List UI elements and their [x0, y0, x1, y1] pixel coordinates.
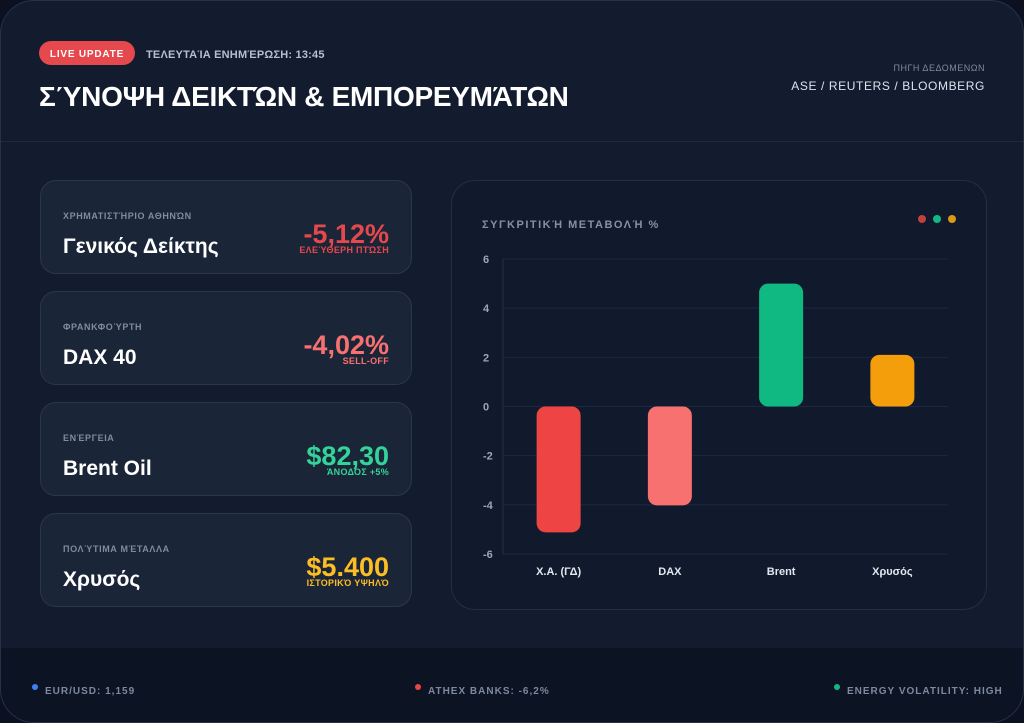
- bar-1: [647, 406, 692, 506]
- card-value: $82,30: [306, 441, 389, 471]
- y-tick-label: 4: [483, 303, 490, 315]
- data-source-value: ASE / REUTERS / BLOOMBERG: [791, 79, 985, 93]
- window-dot-green: [933, 215, 941, 223]
- window-dot-amber: [948, 215, 956, 223]
- card-value: $5.400: [306, 552, 389, 582]
- y-tick-label: -6: [483, 549, 493, 561]
- x-tick-label: Χρυσός: [872, 566, 913, 578]
- bar-chart: 6 4 2 0 -2 -4 -6 Χ.Α. (ΓΔ) DAX Brent Χρυσός: [483, 254, 948, 578]
- x-tick-label: Brent: [767, 566, 796, 578]
- card-subtitle: ΕΛΕΎΘΕΡΗ ΠΤΏΣΗ: [299, 245, 389, 255]
- ticker-energy-volatility: ENERGY VOLATILITY: HIGH: [847, 686, 1003, 697]
- last-update-text: ΤΕΛΕΥΤΑΊΑ ΕΝΗΜΈΡΩΣΗ: 13:45: [146, 49, 325, 61]
- card-subtitle: ΙΣΤΟΡΙΚΌ ΥΨΗΛΌ: [306, 578, 389, 588]
- card-category: ΦΡΑΝΚΦΟΎΡΤΗ: [63, 322, 143, 332]
- ticker-dot: [415, 684, 421, 690]
- ticker-dot: [32, 684, 38, 690]
- card-subtitle: ΆΝΟΔΟΣ +5%: [326, 467, 389, 477]
- live-update-badge: LIVE UPDATE: [39, 41, 135, 65]
- footer-ticker: EUR/USD: 1,159 ATHEX BANKS: -6,2% ENERGY…: [1, 648, 1023, 722]
- card-brent-oil[interactable]: ΕΝΈΡΓΕΙΑ Brent Oil $82,30 ΆΝΟΔΟΣ +5%: [40, 402, 412, 496]
- card-name: Χρυσός: [63, 568, 141, 591]
- bar-2: [759, 283, 804, 407]
- chart-title: ΣΥΓΚΡΙΤΙΚΉ ΜΕΤΑΒΟΛΉ %: [482, 219, 660, 231]
- x-tick-label: DAX: [658, 566, 682, 578]
- ticker-eurusd: EUR/USD: 1,159: [45, 686, 136, 697]
- window-dot-red: [918, 215, 926, 223]
- card-athens-index[interactable]: ΧΡΗΜΑΤΙΣΤΉΡΙΟ ΑΘΗΝΏΝ Γενικός Δείκτης -5,…: [40, 180, 412, 274]
- card-name: Brent Oil: [63, 457, 152, 480]
- chart-panel: ΣΥΓΚΡΙΤΙΚΉ ΜΕΤΑΒΟΛΉ % 6 4 2 0 -2 -4 -6 Χ.Α. (ΓΔ…: [451, 180, 987, 610]
- card-category: ΠΟΛΎΤΙΜΑ ΜΈΤΑΛΛΑ: [63, 544, 170, 554]
- page-title: ΣΎΝΟΨΗ ΔΕΙΚΤΏΝ & ΕΜΠΟΡΕΥΜΆΤΩΝ: [39, 81, 569, 112]
- header: LIVE UPDATE ΤΕΛΕΥΤΑΊΑ ΕΝΗΜΈΡΩΣΗ: 13:45 Σ…: [1, 1, 1023, 142]
- data-source-label: ΠΗΓΗ ΔΕΔΟΜΕΝΩΝ: [893, 63, 985, 73]
- y-tick-label: -2: [483, 451, 493, 463]
- x-tick-label: Χ.Α. (ΓΔ): [536, 566, 581, 578]
- card-subtitle: SELL-OFF: [342, 356, 389, 366]
- y-tick-label: 0: [483, 402, 489, 414]
- y-tick-label: -4: [483, 500, 494, 512]
- card-gold[interactable]: ΠΟΛΎΤΙΜΑ ΜΈΤΑΛΛΑ Χρυσός $5.400 ΙΣΤΟΡΙΚΌ …: [40, 513, 412, 607]
- bar-3: [870, 354, 915, 407]
- card-value: -4,02%: [303, 330, 389, 360]
- y-tick-label: 2: [483, 352, 489, 364]
- card-value: -5,12%: [303, 219, 389, 249]
- ticker-dot: [834, 684, 840, 690]
- card-name: DAX 40: [63, 346, 137, 369]
- card-name: Γενικός Δείκτης: [63, 235, 219, 258]
- card-category: ΕΝΈΡΓΕΙΑ: [63, 433, 115, 443]
- card-category: ΧΡΗΜΑΤΙΣΤΉΡΙΟ ΑΘΗΝΏΝ: [63, 211, 192, 221]
- card-dax[interactable]: ΦΡΑΝΚΦΟΎΡΤΗ DAX 40 -4,02% SELL-OFF: [40, 291, 412, 385]
- y-tick-label: 6: [483, 254, 489, 266]
- ticker-athex-banks: ATHEX BANKS: -6,2%: [428, 686, 550, 697]
- bar-0: [536, 406, 581, 533]
